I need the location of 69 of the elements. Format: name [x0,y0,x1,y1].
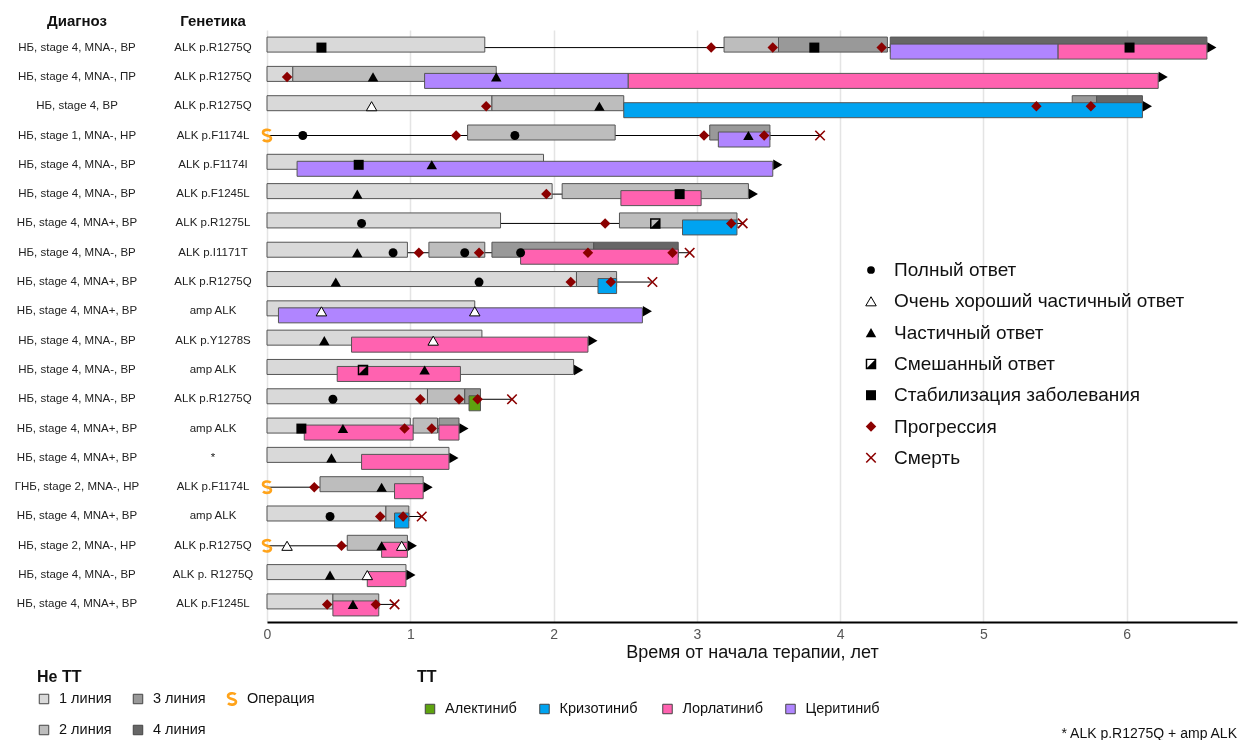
y2-axis-title: Генетика [180,12,247,29]
y-tick-label: НБ, stage 4, MNA-, ВР [18,392,137,405]
y-tick-label: НБ, stage 4, MNA-, ВР [18,245,137,258]
y-tick-label: НБ, stage 2, MNA-, НР [17,538,137,551]
y2-tick-label: ALK p.R1275Q [174,69,252,82]
legend-label: 3 линия [153,690,206,706]
x-tick-label: 3 [693,625,702,642]
legend-label: Лорлатиниб [682,700,764,716]
x-tick-label: 0 [263,625,272,642]
legend-label: Церитиниб [805,700,880,716]
legend-label: Кризотиниб [559,700,638,716]
legend-label: Алектиниб [445,700,517,716]
legend-label: 1 линия [59,690,112,706]
legend-label: Смерть [894,446,961,468]
y-axis-title: Диагноз [47,12,107,29]
text: Не ТТ [37,668,82,685]
text: ТТ [417,668,437,685]
y2-tick-label: ALK p. R1275Q [172,568,254,581]
x-axis-title: Время от начала терапии, лет [626,641,879,662]
y2-tick-label: ALK p.R1275Q [174,275,252,288]
legend-label: 4 линия [153,721,206,737]
y-tick-label: НБ, stage 1, MNA-, НР [17,128,137,141]
legend-label: Частичный ответ [894,321,1044,343]
legend-label: Смешанный ответ [894,352,1056,374]
y-tick-label: НБ, stage 4, MNA-, ВР [18,333,137,346]
y2-tick-label: ALK p.R1275Q [174,99,252,112]
y2-tick-label: ALK p.R1275Q [174,538,252,551]
y-tick-label: НБ, stage 4, MNA+, ВР [16,450,138,463]
y-tick-label: НБ, stage 4, MNA+, ВР [16,216,138,229]
x-tick-label: 6 [1123,625,1132,642]
y2-tick-label: amp ALK [189,421,237,434]
y-tick-label: НБ, stage 4, ВР [36,99,119,112]
legend-label: Прогрессия [894,415,997,437]
x-tick-label: 2 [550,625,559,642]
y-tick-label: ГНБ, stage 2, MNA-, НР [14,480,140,493]
y-tick-label: НБ, stage 4, MNA-, ВР [18,157,137,170]
x-tick-label: 4 [836,625,845,642]
y2-tick-label: ALK p.F1174L [176,480,250,493]
y-tick-label: НБ, stage 4, MNA-, ВР [18,187,137,200]
y2-tick-label: ALK p.F1245L [176,187,251,200]
y-tick-label: НБ, stage 4, MNA+, ВР [16,421,138,434]
y-tick-label: НБ, stage 4, MNA+, ВР [16,275,138,288]
text: * ALK p.R1275Q + amp ALK [1061,725,1238,740]
legend-label: Полный ответ [894,259,1017,280]
y2-tick-label: ALK p.R1275Q [174,392,252,405]
y-tick-label: НБ, stage 4, MNA-, ВР [18,362,137,375]
y2-tick-label: ALK p.F1245L [176,597,251,610]
y-tick-label: НБ, stage 4, MNA+, ВР [16,509,138,522]
y2-tick-label: ALK p.I1171T [178,245,248,258]
y2-tick-label: amp ALK [189,304,237,317]
y-tick-label: НБ, stage 4, MNA+, ВР [16,304,138,317]
y-tick-label: НБ, stage 4, MNA-, ПР [17,69,137,82]
y-tick-label: НБ, stage 4, MNA-, ВР [18,40,137,53]
y2-tick-label: ALK p.R1275Q [174,40,252,53]
x-tick-label: 1 [406,625,415,642]
legend-label: Стабилизация заболевания [894,384,1141,406]
legend-label: Операция [247,690,315,706]
x-tick-label: 5 [980,625,988,642]
y2-tick-label: ALK p.F1174L [176,128,250,141]
y2-tick-label: amp ALK [189,362,237,375]
legend-label: Очень хороший частичный ответ [894,290,1185,312]
y2-tick-label: amp ALK [189,509,237,522]
y-tick-label: НБ, stage 4, MNA-, ВР [18,568,137,581]
y2-tick-label: * [210,450,216,463]
legend-label: 2 линия [59,721,112,737]
y2-tick-label: ALK p.Y1278S [175,333,252,346]
y2-tick-label: ALK p.F1174I [178,157,248,170]
y-tick-label: НБ, stage 4, MNA+, ВР [16,597,138,610]
y2-tick-label: ALK p.R1275L [175,216,251,229]
